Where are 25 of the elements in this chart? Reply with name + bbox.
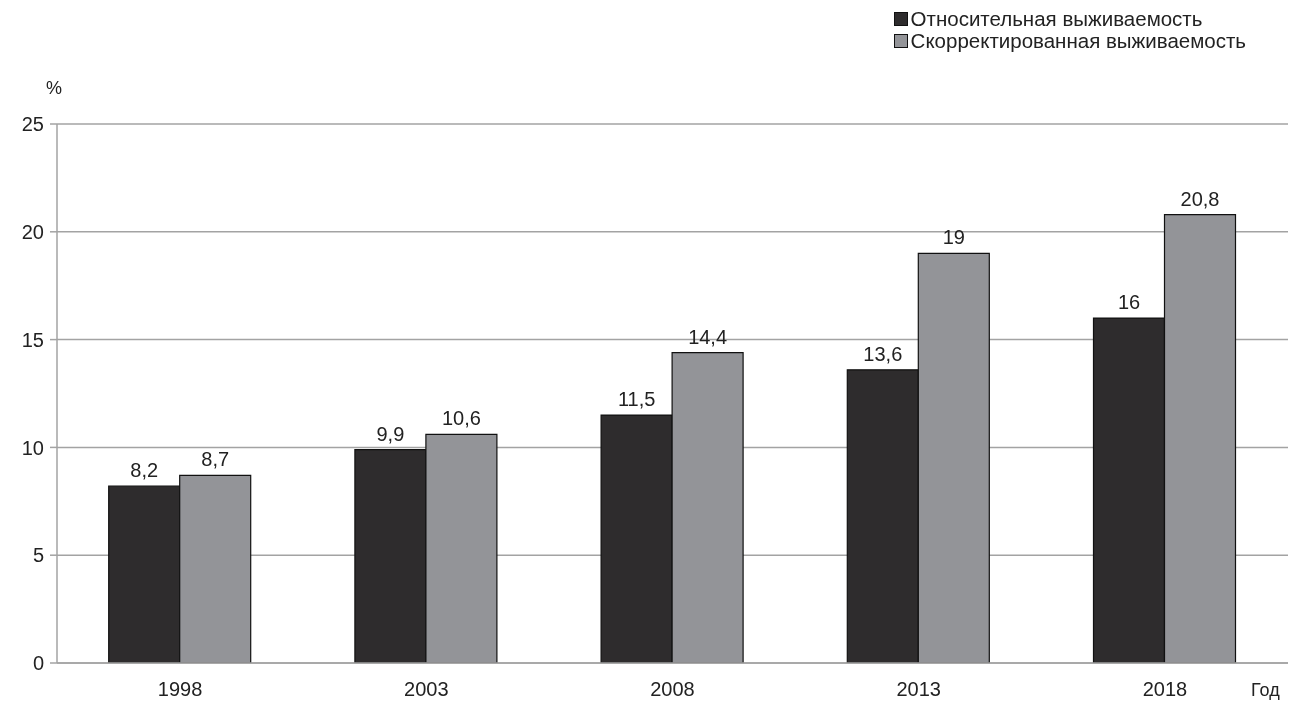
x-tick-label: 2013 <box>896 678 941 701</box>
data-label: 20,8 <box>1180 187 1220 210</box>
y-axis-title: % <box>46 78 63 99</box>
y-tick-label: 20 <box>21 220 44 243</box>
x-tick-label: 1998 <box>157 678 203 701</box>
y-tick-label: 10 <box>21 436 44 459</box>
x-tick-label: 2008 <box>650 678 695 701</box>
y-tick-label: 0 <box>32 652 44 675</box>
data-label: 16 <box>1117 291 1141 314</box>
y-tick-label: 15 <box>21 328 44 351</box>
legend-label: Относительная выживаемость <box>910 7 1203 30</box>
legend-label: Скорректированная выживаемость <box>910 29 1246 52</box>
data-label: 8,2 <box>130 459 159 482</box>
y-tick-label: 25 <box>21 113 44 136</box>
data-label: 14,4 <box>688 325 728 348</box>
x-tick-label: 2018 <box>1142 678 1188 701</box>
x-tick-label: 2003 <box>404 678 449 701</box>
y-tick-label: 5 <box>32 544 44 567</box>
data-label: 9,9 <box>376 422 405 445</box>
data-label: 8,7 <box>201 448 230 471</box>
data-label: 13,6 <box>863 342 903 365</box>
x-axis-title: Год <box>1251 680 1280 701</box>
data-label: 11,5 <box>617 388 656 411</box>
data-label: 19 <box>942 226 965 249</box>
data-label: 10,6 <box>441 407 481 430</box>
